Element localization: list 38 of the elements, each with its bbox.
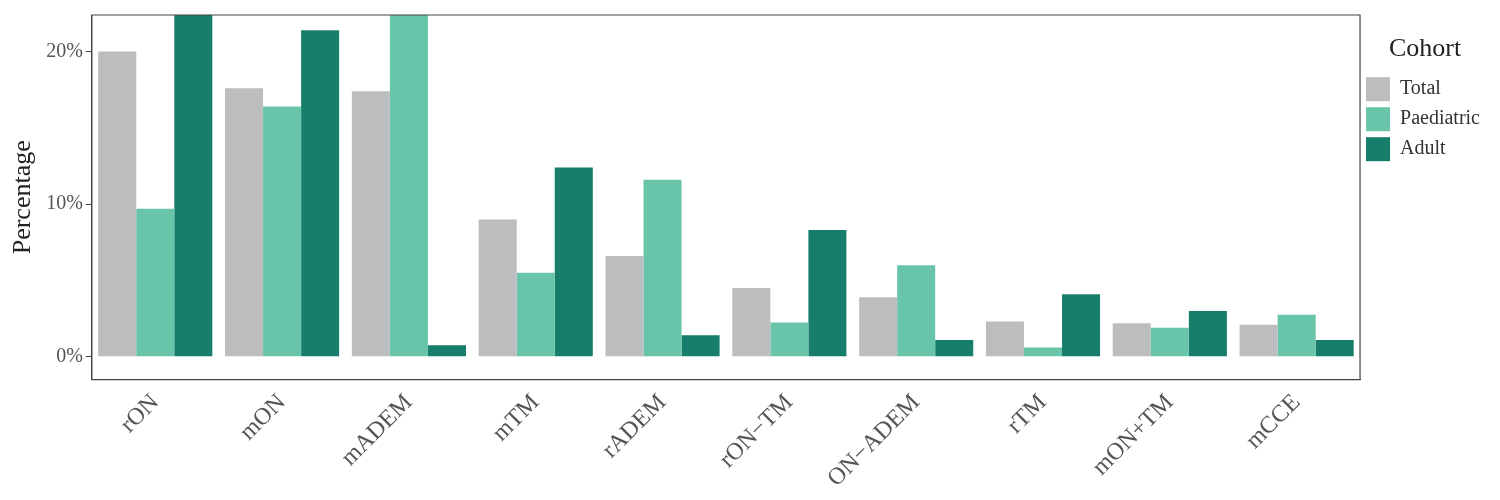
legend-title: Cohort — [1388, 32, 1462, 62]
bar — [263, 106, 302, 357]
bar — [1062, 294, 1101, 357]
y-tick-label: 20% — [46, 38, 83, 61]
bar — [643, 179, 682, 357]
y-tick-label: 0% — [56, 343, 83, 366]
legend-label: Total — [1400, 76, 1442, 99]
bar — [1239, 324, 1278, 357]
bar — [935, 339, 974, 357]
legend-label: Adult — [1400, 136, 1447, 159]
bar — [301, 30, 340, 357]
bar — [516, 272, 555, 357]
bar — [605, 256, 644, 357]
bar — [1112, 323, 1151, 357]
bar — [1023, 347, 1063, 357]
bar — [681, 335, 720, 357]
bar — [478, 219, 517, 357]
bar — [1315, 339, 1354, 357]
bar — [1277, 314, 1316, 357]
bar — [554, 167, 593, 357]
bar — [770, 322, 809, 357]
bar — [985, 321, 1024, 357]
bar — [427, 345, 466, 357]
bar — [174, 15, 213, 357]
bar — [1188, 310, 1227, 357]
bar — [897, 265, 936, 357]
bar — [225, 88, 264, 357]
bar — [389, 15, 428, 357]
y-tick-label: 10% — [46, 191, 83, 214]
bar — [98, 51, 137, 357]
legend-label: Paediatric — [1400, 106, 1481, 129]
bar — [136, 208, 175, 357]
y-axis-title: Percentage — [7, 140, 37, 255]
bar — [859, 297, 898, 357]
bar — [1150, 327, 1189, 357]
bar — [732, 288, 771, 357]
bar — [808, 230, 847, 357]
bar — [351, 91, 390, 357]
